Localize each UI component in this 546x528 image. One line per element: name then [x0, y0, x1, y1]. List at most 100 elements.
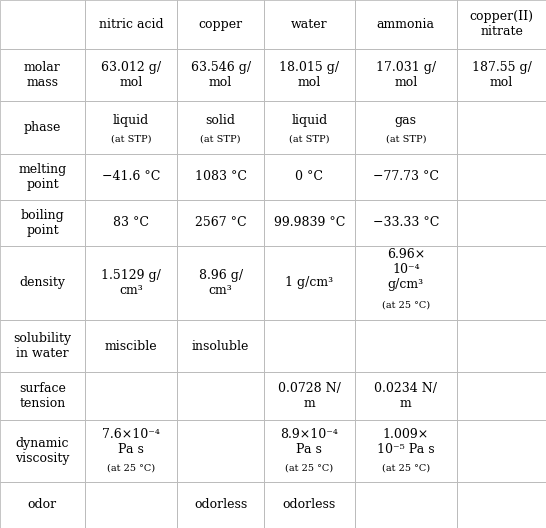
Text: 17.031 g/
mol: 17.031 g/ mol — [376, 61, 436, 89]
Text: −77.73 °C: −77.73 °C — [373, 170, 439, 183]
Bar — [355, 101, 457, 154]
Text: 1083 °C: 1083 °C — [194, 170, 247, 183]
Text: density: density — [20, 277, 66, 289]
Bar — [0, 0, 85, 49]
Bar — [355, 246, 457, 320]
Text: (at STP): (at STP) — [200, 135, 241, 144]
Bar — [355, 0, 457, 49]
Bar — [85, 420, 177, 482]
Bar — [85, 0, 177, 49]
Text: 18.015 g/
mol: 18.015 g/ mol — [279, 61, 340, 89]
Text: odorless: odorless — [283, 498, 336, 512]
Bar — [0, 49, 85, 101]
Bar — [85, 49, 177, 101]
Text: melting
point: melting point — [19, 163, 67, 191]
Text: −33.33 °C: −33.33 °C — [373, 216, 439, 229]
Text: water: water — [291, 18, 328, 31]
Text: 2567 °C: 2567 °C — [195, 216, 246, 229]
Bar — [85, 154, 177, 200]
Text: −41.6 °C: −41.6 °C — [102, 170, 161, 183]
Text: 1 g/cm³: 1 g/cm³ — [285, 277, 334, 289]
Text: 187.55 g/
mol: 187.55 g/ mol — [472, 61, 531, 89]
Text: (at STP): (at STP) — [385, 135, 426, 144]
Text: 0 °C: 0 °C — [295, 170, 323, 183]
Text: miscible: miscible — [105, 340, 157, 353]
Text: liquid: liquid — [113, 114, 149, 127]
Text: 1.5129 g/
cm³: 1.5129 g/ cm³ — [101, 269, 161, 297]
Text: surface
tension: surface tension — [19, 382, 66, 410]
Text: solubility
in water: solubility in water — [13, 332, 72, 360]
Text: 8.96 g/
cm³: 8.96 g/ cm³ — [199, 269, 242, 297]
Text: (at STP): (at STP) — [289, 135, 330, 144]
Text: (at 25 °C): (at 25 °C) — [107, 464, 155, 473]
Bar — [85, 482, 177, 528]
Text: ammonia: ammonia — [377, 18, 435, 31]
Bar — [0, 420, 85, 482]
Bar — [177, 246, 264, 320]
Bar — [85, 372, 177, 420]
Bar — [264, 246, 355, 320]
Bar — [85, 200, 177, 246]
Bar — [264, 154, 355, 200]
Text: dynamic
viscosity: dynamic viscosity — [15, 437, 70, 465]
Bar — [0, 320, 85, 372]
Bar — [457, 320, 546, 372]
Text: insoluble: insoluble — [192, 340, 250, 353]
Bar — [177, 154, 264, 200]
Text: 0.0728 N/
m: 0.0728 N/ m — [278, 382, 341, 410]
Bar — [457, 200, 546, 246]
Text: 1.009×
10⁻⁵ Pa s: 1.009× 10⁻⁵ Pa s — [377, 428, 435, 456]
Bar — [0, 101, 85, 154]
Text: gas: gas — [395, 114, 417, 127]
Text: 63.012 g/
mol: 63.012 g/ mol — [101, 61, 161, 89]
Text: (at 25 °C): (at 25 °C) — [382, 464, 430, 473]
Bar — [355, 154, 457, 200]
Text: odor: odor — [28, 498, 57, 512]
Bar — [457, 482, 546, 528]
Text: copper: copper — [199, 18, 242, 31]
Text: liquid: liquid — [291, 114, 328, 127]
Bar — [85, 320, 177, 372]
Text: (at 25 °C): (at 25 °C) — [285, 464, 334, 473]
Text: (at STP): (at STP) — [111, 135, 151, 144]
Text: 7.6×10⁻⁴
Pa s: 7.6×10⁻⁴ Pa s — [102, 428, 160, 456]
Bar — [264, 200, 355, 246]
Text: phase: phase — [23, 121, 61, 134]
Bar — [457, 420, 546, 482]
Text: 83 °C: 83 °C — [113, 216, 149, 229]
Bar — [457, 246, 546, 320]
Bar — [457, 101, 546, 154]
Text: 8.9×10⁻⁴
Pa s: 8.9×10⁻⁴ Pa s — [280, 428, 338, 456]
Text: copper(II)
nitrate: copper(II) nitrate — [470, 11, 533, 39]
Bar — [264, 320, 355, 372]
Bar — [355, 320, 457, 372]
Bar — [0, 372, 85, 420]
Bar — [264, 482, 355, 528]
Text: 99.9839 °C: 99.9839 °C — [274, 216, 345, 229]
Bar — [177, 420, 264, 482]
Text: nitric acid: nitric acid — [99, 18, 163, 31]
Bar — [355, 420, 457, 482]
Text: (at 25 °C): (at 25 °C) — [382, 300, 430, 309]
Text: 63.546 g/
mol: 63.546 g/ mol — [191, 61, 251, 89]
Bar — [177, 372, 264, 420]
Bar — [264, 101, 355, 154]
Bar — [177, 0, 264, 49]
Bar — [0, 154, 85, 200]
Text: 6.96×
10⁻⁴
g/cm³: 6.96× 10⁻⁴ g/cm³ — [387, 248, 425, 291]
Bar — [355, 49, 457, 101]
Bar — [0, 482, 85, 528]
Bar — [264, 49, 355, 101]
Text: boiling
point: boiling point — [21, 209, 64, 237]
Bar — [177, 320, 264, 372]
Text: 0.0234 N/
m: 0.0234 N/ m — [375, 382, 437, 410]
Bar — [264, 372, 355, 420]
Bar — [355, 200, 457, 246]
Bar — [85, 246, 177, 320]
Bar — [457, 154, 546, 200]
Bar — [457, 49, 546, 101]
Text: odorless: odorless — [194, 498, 247, 512]
Bar — [264, 0, 355, 49]
Bar — [0, 246, 85, 320]
Bar — [457, 372, 546, 420]
